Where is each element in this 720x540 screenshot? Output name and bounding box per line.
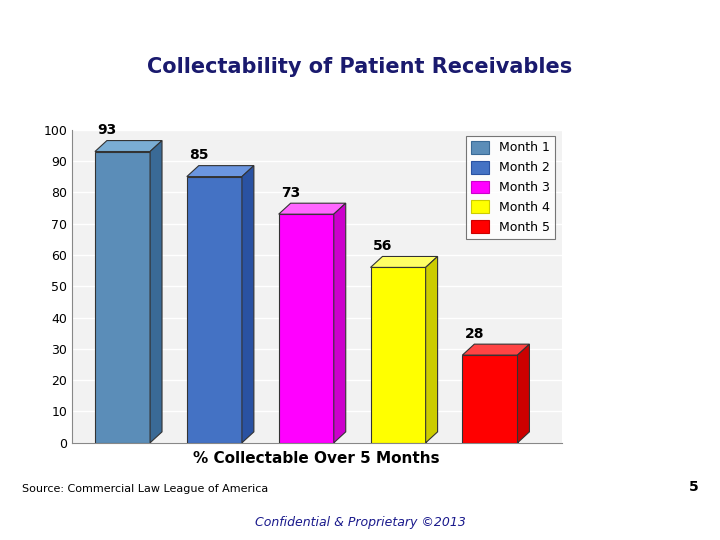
Polygon shape — [242, 166, 254, 443]
Text: 28: 28 — [465, 327, 485, 341]
Polygon shape — [462, 344, 529, 355]
Text: 5: 5 — [688, 480, 698, 494]
Polygon shape — [426, 256, 438, 443]
Polygon shape — [279, 203, 346, 214]
Text: 73: 73 — [282, 186, 301, 200]
Text: 56: 56 — [373, 239, 392, 253]
Polygon shape — [95, 152, 150, 443]
Polygon shape — [518, 344, 529, 443]
X-axis label: % Collectable Over 5 Months: % Collectable Over 5 Months — [194, 451, 440, 466]
Polygon shape — [334, 203, 346, 443]
Legend: Month 1, Month 2, Month 3, Month 4, Month 5: Month 1, Month 2, Month 3, Month 4, Mont… — [466, 136, 555, 239]
Polygon shape — [371, 267, 426, 443]
Polygon shape — [95, 140, 162, 152]
Text: 93: 93 — [98, 124, 117, 137]
Text: Collectability of Patient Receivables: Collectability of Patient Receivables — [148, 57, 572, 77]
Text: Confidential & Proprietary ©2013: Confidential & Proprietary ©2013 — [255, 516, 465, 529]
Text: 85: 85 — [189, 148, 209, 163]
Polygon shape — [186, 177, 242, 443]
Polygon shape — [279, 214, 334, 443]
Text: Source: Commercial Law League of America: Source: Commercial Law League of America — [22, 484, 268, 494]
Polygon shape — [186, 166, 254, 177]
Polygon shape — [150, 140, 162, 443]
Polygon shape — [371, 256, 438, 267]
Polygon shape — [462, 355, 518, 443]
